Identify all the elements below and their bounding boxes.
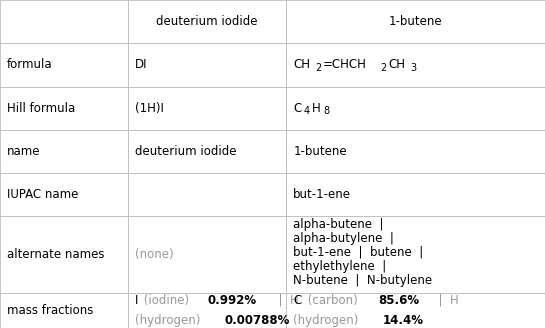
Text: (none): (none) [135,248,174,261]
Bar [128,87,286,130]
Text: |  H: | H [431,294,459,307]
Text: =CHCH: =CHCH [323,58,367,72]
Bar [0,293,128,328]
Text: but-1-ene  |  butene  |: but-1-ene | butene | [293,246,423,259]
Bar [286,173,545,216]
Text: N-butene  |  N-butylene: N-butene | N-butylene [293,274,432,287]
Text: CH: CH [293,58,310,72]
Bar [286,0,545,43]
Bar [0,216,128,293]
Text: 0.00788%: 0.00788% [225,314,290,327]
Text: Hill formula: Hill formula [7,102,75,115]
Text: deuterium iodide: deuterium iodide [135,145,237,158]
Text: (iodine): (iodine) [140,294,192,307]
Text: CH: CH [388,58,405,72]
Bar [0,87,128,130]
Text: (hydrogen): (hydrogen) [293,314,362,327]
Text: |  H: | H [271,294,299,307]
Text: 2: 2 [380,63,386,73]
Text: alpha-butylene  |: alpha-butylene | [293,232,394,245]
Text: formula: formula [7,58,53,72]
Text: H: H [312,102,320,115]
Bar [128,173,286,216]
Bar [286,293,545,328]
Text: deuterium iodide: deuterium iodide [156,15,258,28]
Text: 4: 4 [304,106,310,116]
Text: 3: 3 [410,63,416,73]
Text: 8: 8 [323,106,329,116]
Text: mass fractions: mass fractions [7,304,93,317]
Text: but-1-ene: but-1-ene [293,188,351,201]
Text: alpha-butene  |: alpha-butene | [293,218,384,231]
Text: 2: 2 [315,63,322,73]
Bar [286,130,545,173]
Text: ethylethylene  |: ethylethylene | [293,260,386,273]
Bar [286,43,545,87]
Bar [286,87,545,130]
Bar [128,293,286,328]
Text: 1-butene: 1-butene [293,145,347,158]
Text: (1H)I: (1H)I [135,102,164,115]
Bar [0,173,128,216]
Bar [128,0,286,43]
Text: alternate names: alternate names [7,248,105,261]
Bar [128,130,286,173]
Text: 0.992%: 0.992% [208,294,257,307]
Text: IUPAC name: IUPAC name [7,188,78,201]
Bar [0,43,128,87]
Text: 1-butene: 1-butene [389,15,443,28]
Text: C: C [293,102,301,115]
Text: DI: DI [135,58,148,72]
Text: name: name [7,145,40,158]
Text: C: C [293,294,301,307]
Bar [128,43,286,87]
Text: (hydrogen): (hydrogen) [135,314,204,327]
Text: I: I [135,294,138,307]
Bar [128,216,286,293]
Bar [0,0,128,43]
Text: (carbon): (carbon) [304,294,361,307]
Bar [0,130,128,173]
Text: 85.6%: 85.6% [378,294,419,307]
Text: 14.4%: 14.4% [383,314,423,327]
Bar [286,216,545,293]
